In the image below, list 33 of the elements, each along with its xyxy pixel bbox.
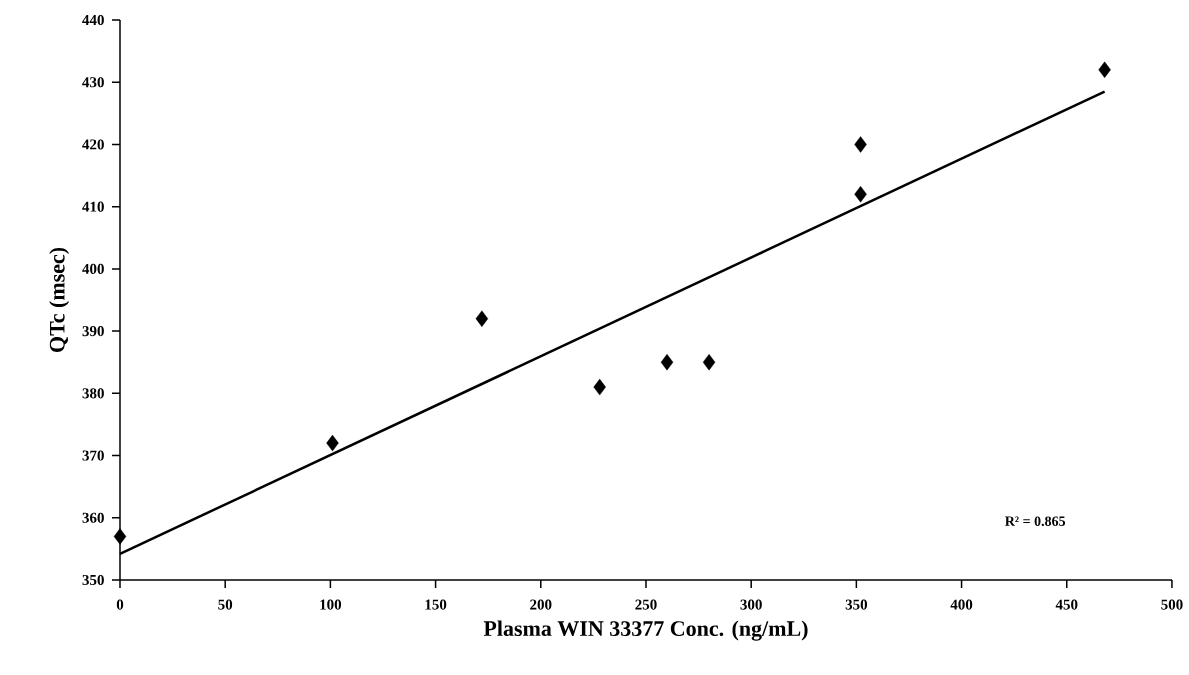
x-tick-label: 300 (740, 599, 762, 610)
x-tick-label: 400 (950, 599, 973, 610)
x-tick-label: 200 (530, 599, 552, 610)
point (1098, 61, 1111, 78)
y-tick-label: 400 (82, 263, 104, 274)
point (475, 310, 489, 327)
x-tick-label: 0 (116, 599, 124, 610)
point (113, 528, 127, 545)
x-tick-label: 100 (320, 599, 342, 610)
point (326, 434, 339, 452)
point (593, 378, 606, 396)
x-tick-label: 500 (1161, 599, 1183, 610)
x-tick-label: 250 (635, 599, 657, 610)
point (702, 354, 716, 371)
y-tick-label: 430 (82, 77, 104, 88)
x-tick-label: 450 (1055, 599, 1078, 610)
y-axis-title: QTc (msec) (49, 247, 70, 352)
point (854, 186, 867, 203)
y-tick-label: 380 (82, 388, 104, 399)
y-tick-label: 350 (82, 574, 104, 586)
y-tick-label: 410 (82, 201, 104, 212)
annotation: R² = 0.865 (1005, 516, 1066, 526)
y-tick-label: 390 (82, 326, 104, 337)
y-tick-label: 440 (82, 14, 104, 26)
point (854, 136, 867, 153)
x-tick-label: 350 (845, 599, 868, 610)
y-tick-label: 360 (82, 512, 104, 523)
y-tick-label: 370 (82, 450, 104, 461)
x-axis-title: Plasma WIN 33377 Conc. (ng/mL) (483, 620, 808, 641)
x-tick-label: 150 (425, 599, 447, 610)
point (660, 354, 674, 371)
x-tick-label: 50 (218, 599, 233, 610)
y-tick-label: 420 (82, 139, 104, 150)
